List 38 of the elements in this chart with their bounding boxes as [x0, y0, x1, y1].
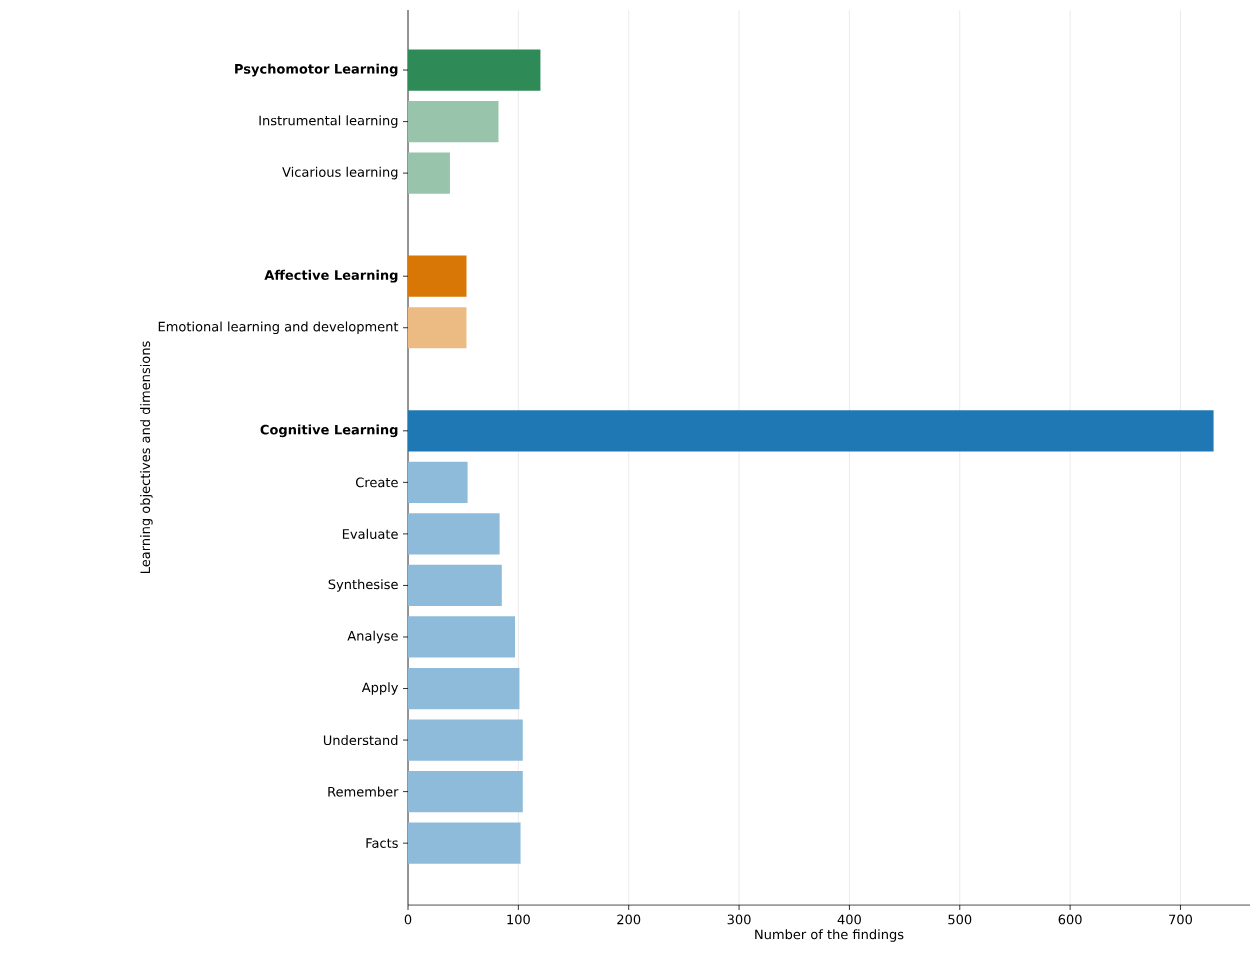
x-tick-label: 0: [404, 914, 412, 925]
y-tick-label: Affective Learning: [264, 269, 398, 283]
bar: [408, 307, 467, 349]
x-axis-title: Number of the findings: [755, 929, 904, 942]
bar: [408, 822, 521, 864]
bar: [408, 100, 499, 143]
y-tick-label: Cognitive Learning: [260, 424, 398, 438]
bar: [408, 513, 500, 555]
bar: [408, 410, 1214, 452]
y-tick-label: Remember: [328, 786, 399, 797]
y-tick-label: Facts: [366, 838, 398, 848]
bar: [408, 255, 467, 297]
x-tick-label: 500: [948, 914, 972, 925]
bar: [408, 616, 516, 658]
x-tick-label: 200: [617, 914, 641, 925]
y-axis-title: Learning objectives and dimensions: [140, 341, 153, 573]
x-tick-label: 600: [1058, 914, 1082, 925]
y-tick-label: Vicarious learning: [282, 166, 398, 180]
y-tick-label: Psychomotor Learning: [235, 63, 398, 77]
bar: [408, 719, 523, 761]
x-tick-label: 300: [727, 914, 751, 925]
y-tick-label: Apply: [361, 682, 399, 695]
x-tick-label: 400: [837, 914, 861, 925]
x-tick-label: 100: [507, 914, 530, 925]
bar: [408, 564, 502, 607]
y-tick-label: Instrumental learning: [259, 115, 398, 128]
bar: [408, 152, 450, 194]
x-tick-label: 700: [1169, 914, 1193, 925]
y-tick-label: Emotional learning and development: [158, 321, 399, 335]
y-tick-label: Evaluate: [342, 528, 398, 539]
y-tick-label: Synthesise: [328, 579, 398, 592]
y-tick-label: Analyse: [347, 630, 398, 644]
bar: [408, 49, 541, 91]
bar: [408, 667, 520, 710]
bar: [408, 770, 523, 813]
y-tick-label: Create: [356, 477, 398, 488]
y-tick-label: Understand: [323, 735, 398, 746]
bar: [408, 461, 468, 503]
